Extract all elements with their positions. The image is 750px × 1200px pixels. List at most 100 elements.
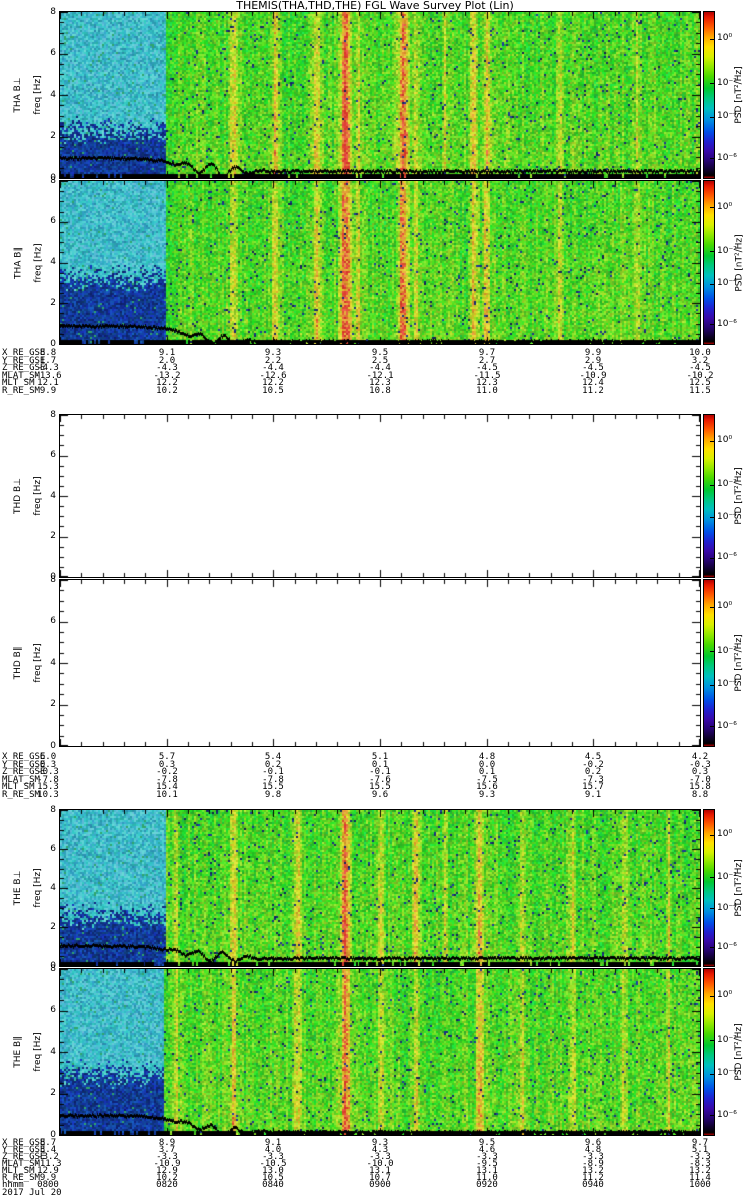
colorbar-tick-mark: [710, 440, 714, 442]
date-label: 2017 Jul 20: [2, 1188, 62, 1198]
time-tick-label: 0840: [262, 1180, 284, 1190]
eph-value: -0.3: [689, 759, 711, 770]
eph-value: -3.3: [156, 1152, 178, 1162]
colorbar-tick-label: 10⁰: [717, 33, 733, 44]
eph-value: 15.5: [369, 782, 391, 792]
eph-value: 12.3: [369, 378, 391, 388]
freq-axis-label: freq [Hz]: [33, 476, 43, 516]
eph-row-label: Y_RE_GSE: [2, 1145, 46, 1155]
freq-tick-label: 4: [50, 882, 56, 893]
freq-tick-label: 6: [50, 450, 56, 460]
colorbar-tick-mark: [710, 726, 714, 728]
colorbar-tick-label: 10⁻²: [717, 871, 737, 882]
time-tick-label: 0820: [156, 1180, 178, 1190]
eph-value: 11.2: [582, 385, 604, 396]
eph-value: 10.5: [262, 1173, 284, 1183]
colorbar-tick-mark: [710, 517, 714, 519]
colorbar-tha-bpar: [703, 180, 715, 345]
freq-tick-label: 2: [50, 699, 56, 709]
spectrogram-canvas-thd-bperp: [60, 415, 700, 577]
eph-row-label: MLAT_SM: [2, 370, 40, 381]
eph-row-label: hhmm: [2, 1180, 24, 1190]
eph-value: 4.8: [478, 752, 496, 762]
spectrogram-canvas-the-bperp: [60, 810, 700, 966]
eph-value: -8.9: [582, 1159, 604, 1169]
colorbar-the-bperp: [703, 809, 715, 967]
colorbar-tick-mark: [710, 1040, 714, 1042]
colorbar-tick-label: 10⁻⁴: [717, 278, 737, 289]
eph-value: 0.0: [478, 759, 496, 770]
colorbar-tick-mark: [710, 207, 714, 209]
spectrogram-panel-tha-bpar: [59, 180, 701, 345]
eph-value: 0.3: [158, 759, 176, 770]
eph-value: 10.0: [689, 348, 711, 358]
eph-value: 10.2: [156, 1173, 178, 1183]
eph-row-label: MLT_SM: [2, 1166, 35, 1176]
eph-value: -3.2: [37, 1152, 59, 1162]
colorbar-thd-bperp: [703, 414, 715, 578]
eph-value: -9.5: [476, 1159, 498, 1169]
colorbar-tick-label: 10⁻²: [717, 245, 737, 256]
colorbar-tick-mark: [710, 908, 714, 910]
colorbar-title: PSD [nT²/Hz]: [734, 233, 744, 292]
eph-row-label: Z_RE_GSE: [2, 767, 46, 777]
eph-value: 9.3: [264, 348, 282, 358]
time-tick-label: 0800: [37, 1180, 59, 1190]
freq-axis-label: freq [Hz]: [33, 643, 43, 683]
colorbar-tick-label: 10⁻²: [717, 77, 737, 88]
eph-value: 12.2: [156, 378, 178, 388]
eph-value: 15.3: [37, 782, 59, 792]
colorbar-tick-mark: [710, 877, 714, 879]
freq-tick-label: 2: [50, 531, 56, 541]
eph-value: 11.4: [689, 1173, 711, 1183]
eph-value: 9.5: [478, 1138, 496, 1148]
eph-value: 0.1: [371, 759, 389, 770]
eph-value: -7.8: [262, 774, 284, 785]
freq-tick-label: 4: [50, 89, 56, 100]
eph-value: 9.3: [478, 789, 496, 800]
colorbar-tick-mark: [710, 484, 714, 486]
eph-value: -4.4: [369, 363, 391, 373]
freq-tick-label: 6: [50, 216, 56, 227]
freq-tick-label: 0: [50, 172, 56, 183]
eph-value: 9.8: [264, 789, 282, 800]
colorbar-title: PSD [nT²/Hz]: [734, 467, 744, 525]
eph-value: 2.5: [371, 355, 389, 366]
colorbar-tick-label: 10⁻⁶: [717, 552, 737, 563]
colorbar-tick-mark: [710, 158, 714, 160]
colorbar-tick-mark: [710, 251, 714, 253]
colorbar-tick-mark: [710, 1115, 714, 1117]
freq-tick-label: 0: [50, 571, 56, 582]
eph-value: -13.6: [34, 370, 62, 381]
eph-value: -3.3: [369, 1152, 391, 1162]
spectrogram-canvas-thd-bpar: [60, 580, 700, 746]
colorbar-tick-mark: [710, 651, 714, 653]
eph-value: 12.5: [689, 378, 711, 388]
colorbar-tick-label: 10⁻²: [717, 645, 737, 656]
panel-label-thd-bpar: THD B∥: [13, 646, 23, 680]
eph-row-label: Z_RE_GSE: [2, 363, 46, 373]
eph-value: 2.0: [158, 355, 176, 366]
eph-value: 12.3: [476, 378, 498, 388]
eph-value: 4.8: [584, 1145, 602, 1155]
eph-value: 9.6: [371, 789, 389, 800]
eph-value: -4.5: [689, 363, 711, 373]
eph-value: -4.3: [156, 363, 178, 373]
eph-row-label: R_RE_SM: [2, 385, 40, 396]
colorbar-tha-bperp: [703, 11, 715, 179]
eph-value: 12.9: [156, 1166, 178, 1176]
freq-tick-label: 6: [50, 1005, 56, 1015]
spectrogram-panel-thd-bpar: [59, 579, 701, 747]
freq-axis-label: freq [Hz]: [33, 242, 43, 283]
colorbar-tick-label: 10⁻⁴: [717, 679, 737, 690]
eph-value: -3.3: [262, 1152, 284, 1162]
eph-value: 2.9: [584, 355, 602, 366]
panel-label-thd-bperp: THD B⊥: [13, 477, 23, 515]
eph-value: 5.4: [264, 752, 282, 762]
eph-value: 13.1: [476, 1166, 498, 1176]
eph-value: 4.6: [478, 1145, 496, 1155]
freq-tick-label: 4: [50, 1046, 56, 1057]
eph-value: 13.2: [582, 1166, 604, 1176]
eph-row-label: Y_RE_GSE: [2, 759, 46, 770]
